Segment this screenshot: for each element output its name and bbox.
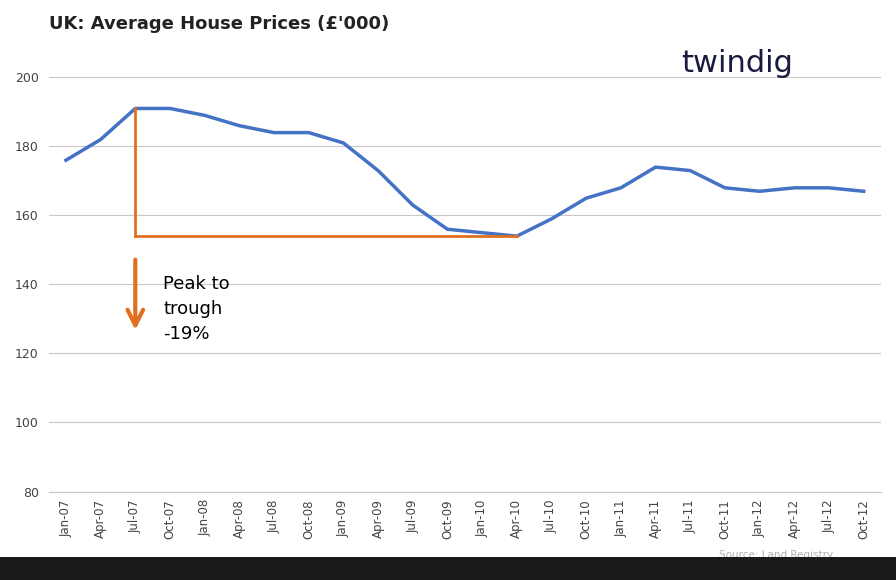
Text: UK: Average House Prices (£'000): UK: Average House Prices (£'000) bbox=[48, 15, 389, 33]
Text: twindig: twindig bbox=[681, 49, 793, 78]
Text: Source: Land Registry: Source: Land Registry bbox=[719, 550, 833, 560]
Text: Peak to
trough
-19%: Peak to trough -19% bbox=[163, 274, 229, 343]
